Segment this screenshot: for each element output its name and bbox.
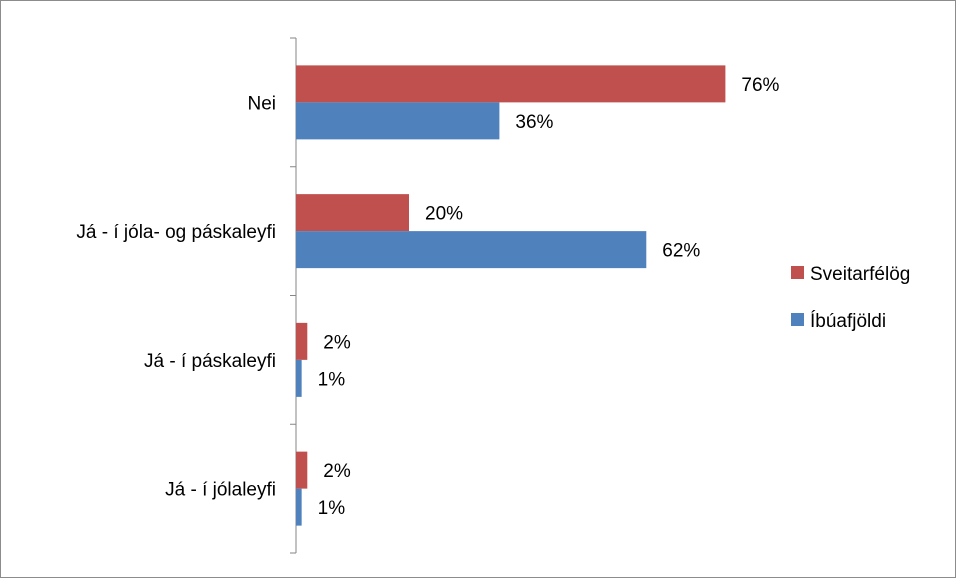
category-axis <box>290 37 297 554</box>
bar-sveitarfelog-ja-i-paskaleyfi <box>296 322 308 360</box>
bar-sveitarfelog-nei <box>296 65 726 103</box>
data-label-sveitarfelog-ja-i-jolaleyfi: 2% <box>323 461 351 482</box>
legend-swatch-ibuafjoldi <box>791 313 804 326</box>
category-label-ja-i-jolaleyfi: Já - í jólaleyfi <box>165 480 276 501</box>
data-label-ibuafjoldi-ja-i-jola-og-paskaleyfi: 62% <box>662 241 700 262</box>
category-label-ja-i-paskaleyfi: Já - í páskaleyfi <box>144 351 276 372</box>
category-labels: Nei Já - í jóla- og páskaleyfi Já - í pásk… <box>76 93 276 500</box>
data-label-ibuafjoldi-nei: 36% <box>515 112 553 133</box>
data-label-sveitarfelog-nei: 76% <box>741 75 779 96</box>
bar-ibuafjoldi-ja-i-jolaleyfi <box>296 488 302 526</box>
category-label-nei: Nei <box>247 93 276 114</box>
bar-ibuafjoldi-ja-i-paskaleyfi <box>296 359 302 397</box>
legend-label-sveitarfelog: Sveitarfélög <box>810 264 910 285</box>
data-label-sveitarfelog-ja-i-paskaleyfi: 2% <box>323 332 351 353</box>
legend-swatch-sveitarfelog <box>791 266 804 279</box>
bar-ibuafjoldi-nei <box>296 102 500 140</box>
data-label-ibuafjoldi-ja-i-jolaleyfi: 1% <box>318 498 346 519</box>
bar-sveitarfelog-ja-i-jolaleyfi <box>296 451 308 489</box>
data-label-sveitarfelog-ja-i-jola-og-paskaleyfi: 20% <box>425 204 463 225</box>
bars <box>296 65 726 526</box>
bar-sveitarfelog-ja-i-jola-og-paskaleyfi <box>296 194 409 232</box>
data-labels: 76% 36% 20% 62% 2% 1% 2% 1% <box>318 75 780 519</box>
legend-label-ibuafjoldi: Íbúafjöldi <box>810 311 886 332</box>
legend: Sveitarfélög Íbúafjöldi <box>791 264 910 332</box>
bar-ibuafjoldi-ja-i-jola-og-paskaleyfi <box>296 231 647 269</box>
category-label-ja-i-jola-og-paskaleyfi: Já - í jóla- og páskaleyfi <box>76 222 276 243</box>
data-label-ibuafjoldi-ja-i-paskaleyfi: 1% <box>318 369 346 390</box>
